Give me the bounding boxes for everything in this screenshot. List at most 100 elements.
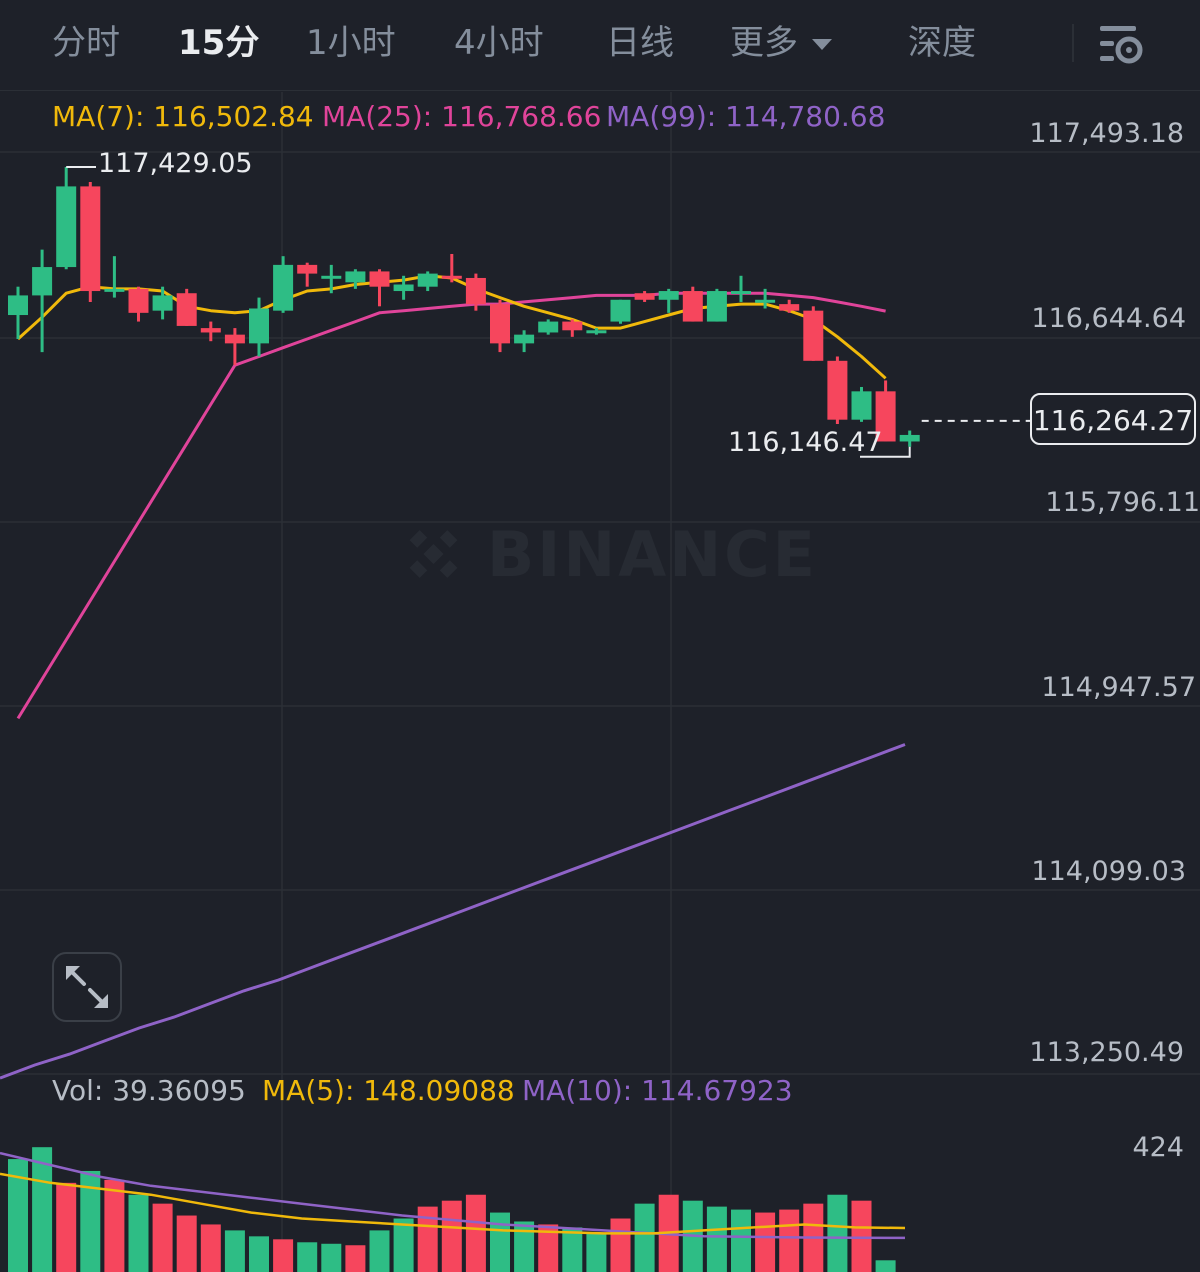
binance-watermark: BINANCE bbox=[398, 512, 818, 596]
candle-body bbox=[128, 288, 149, 313]
tab-time-sharing[interactable]: 分时 bbox=[52, 23, 120, 63]
tab-15m[interactable]: 15分 bbox=[178, 23, 260, 63]
tab-divider bbox=[1072, 24, 1074, 62]
tab-1h[interactable]: 1小时 bbox=[306, 23, 396, 63]
candle-body bbox=[224, 334, 245, 344]
volume-bar bbox=[875, 1260, 896, 1272]
price-axis-label: 115,796.11 bbox=[1045, 487, 1200, 518]
low-marker-line bbox=[860, 446, 911, 458]
candle-body bbox=[465, 277, 486, 305]
volume-bar bbox=[441, 1200, 462, 1272]
candle-body bbox=[490, 304, 510, 344]
candle-body bbox=[200, 328, 221, 333]
volume-bar bbox=[827, 1194, 848, 1272]
candle-body bbox=[273, 264, 294, 311]
volume-bar bbox=[152, 1203, 173, 1272]
volume-bar bbox=[369, 1230, 390, 1272]
ma99-line bbox=[0, 743, 906, 1080]
binance-logo-icon bbox=[409, 530, 458, 578]
price-axis-label: 114,099.03 bbox=[1031, 856, 1186, 887]
volume-bar bbox=[490, 1212, 510, 1272]
settings-sliders-icon[interactable] bbox=[1098, 22, 1144, 66]
tab-depth[interactable]: 深度 bbox=[908, 23, 976, 63]
volume-bar bbox=[417, 1206, 438, 1272]
expand-chart-button[interactable] bbox=[52, 952, 122, 1022]
candle-body bbox=[731, 291, 751, 295]
ma25-legend: MA(25): 116,768.66 bbox=[322, 100, 602, 133]
candle-body bbox=[803, 310, 824, 361]
ma25-line bbox=[16, 291, 886, 720]
volume-bar bbox=[224, 1230, 245, 1272]
kline-chart[interactable] bbox=[0, 92, 1200, 1272]
volume-bar bbox=[779, 1209, 800, 1272]
volume-ma5-legend: MA(5): 148.09088 bbox=[262, 1074, 515, 1107]
candle-body bbox=[345, 271, 366, 283]
candle-body bbox=[851, 391, 872, 420]
candle-body bbox=[297, 264, 318, 274]
volume-bar bbox=[586, 1233, 607, 1272]
candle-body bbox=[441, 275, 462, 279]
volume-bar bbox=[562, 1227, 583, 1272]
candle-body bbox=[104, 288, 125, 292]
candle-body bbox=[610, 299, 631, 322]
volume-bar bbox=[8, 1159, 28, 1272]
candle-body bbox=[875, 391, 896, 442]
volume-bar bbox=[465, 1194, 486, 1272]
volume-bar bbox=[128, 1194, 149, 1272]
price-axis-label: 113,250.49 bbox=[1029, 1037, 1184, 1068]
candle-body bbox=[321, 275, 342, 279]
candle-body bbox=[586, 330, 607, 334]
tab-daily[interactable]: 日线 bbox=[606, 23, 674, 63]
candle-body bbox=[562, 321, 583, 331]
candle-body bbox=[8, 295, 28, 316]
volume-bar bbox=[104, 1179, 125, 1272]
volume-bar bbox=[731, 1209, 751, 1272]
tab-more-label: 更多 bbox=[730, 23, 798, 63]
tab-4h[interactable]: 4小时 bbox=[454, 23, 544, 63]
candle-body bbox=[538, 321, 559, 333]
volume-ma10-line bbox=[0, 1151, 906, 1240]
volume-bar bbox=[273, 1239, 294, 1272]
candle-body bbox=[152, 295, 173, 311]
candle-body bbox=[393, 284, 414, 292]
volume-bar bbox=[538, 1224, 559, 1272]
low-price-label: 116,146.47 bbox=[728, 427, 883, 458]
volume-bar bbox=[80, 1170, 101, 1272]
caret-down-icon bbox=[812, 39, 832, 50]
volume-bar bbox=[755, 1212, 776, 1272]
candle-body bbox=[369, 271, 390, 287]
candle-body bbox=[682, 291, 703, 322]
candle-body bbox=[755, 299, 776, 303]
volume-legend: Vol: 39.36095 bbox=[52, 1074, 246, 1107]
last-price-tag[interactable]: 116,264.27 bbox=[1030, 393, 1196, 445]
candle-body bbox=[827, 360, 848, 420]
candle-body bbox=[514, 334, 535, 344]
candle-body bbox=[176, 293, 197, 326]
ma7-legend: MA(7): 116,502.84 bbox=[52, 100, 314, 133]
interval-tab-bar: 分时 15分 1小时 4小时 日线 更多 深度 bbox=[0, 0, 1200, 91]
tab-more[interactable]: 更多 bbox=[730, 18, 832, 68]
candle-body bbox=[658, 291, 679, 300]
volume-bar bbox=[851, 1200, 872, 1272]
candle-body bbox=[779, 304, 800, 311]
volume-bar bbox=[345, 1245, 366, 1272]
volume-bar bbox=[706, 1206, 727, 1272]
volume-bar bbox=[249, 1236, 269, 1272]
price-axis-label: 117,493.18 bbox=[1029, 118, 1184, 149]
candle-body bbox=[56, 186, 77, 268]
volume-bar bbox=[514, 1221, 535, 1272]
volume-bar bbox=[56, 1182, 77, 1272]
volume-ma10-legend: MA(10): 114.67923 bbox=[522, 1074, 793, 1107]
candle-body bbox=[80, 186, 101, 292]
candle-body bbox=[417, 273, 438, 287]
high-price-label: 117,429.05 bbox=[98, 148, 253, 179]
volume-bar bbox=[32, 1147, 53, 1272]
candle-body bbox=[706, 291, 727, 322]
price-axis-label: 116,644.64 bbox=[1031, 303, 1186, 334]
volume-bar bbox=[634, 1203, 655, 1272]
volume-ma5-line bbox=[0, 1172, 906, 1235]
candle-body bbox=[249, 308, 269, 344]
candle-body bbox=[32, 267, 53, 296]
volume-bar bbox=[176, 1215, 197, 1272]
volume-bar bbox=[393, 1218, 414, 1272]
